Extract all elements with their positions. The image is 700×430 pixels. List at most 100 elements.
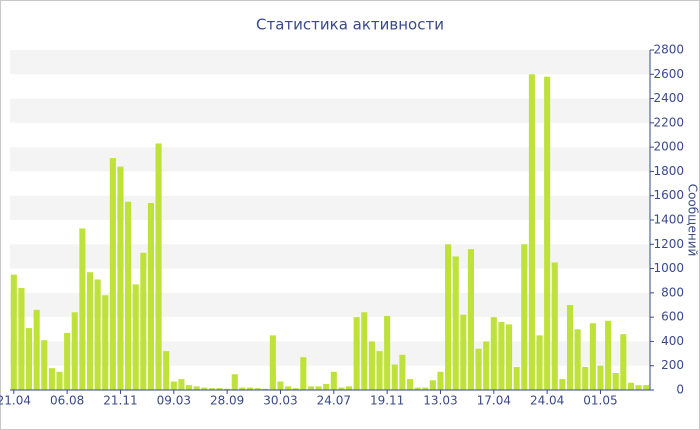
grid-band	[10, 147, 650, 172]
bar	[147, 203, 154, 390]
bar	[452, 256, 459, 390]
bar	[521, 244, 528, 390]
bar	[178, 379, 185, 390]
bar	[170, 381, 177, 390]
bar	[353, 317, 360, 390]
bar	[330, 371, 337, 390]
bar	[71, 312, 78, 390]
bar	[26, 328, 33, 390]
bar	[269, 335, 276, 390]
bar	[605, 320, 612, 390]
bar	[445, 244, 452, 390]
bar	[300, 357, 307, 390]
bar	[643, 385, 650, 390]
y-tick-label: 0	[676, 383, 684, 397]
y-tick-label: 400	[661, 334, 684, 348]
bar	[277, 381, 284, 390]
bar	[467, 249, 474, 390]
bar	[10, 274, 17, 390]
bar	[132, 284, 139, 390]
bar	[239, 387, 246, 390]
y-tick-label: 2000	[653, 140, 684, 154]
bar	[117, 166, 124, 390]
x-tick-label: 21.04	[0, 394, 31, 408]
bar	[216, 388, 223, 390]
bar	[140, 252, 147, 390]
x-tick-label: 17.04	[477, 394, 511, 408]
bar	[231, 374, 238, 390]
y-tick-label: 1800	[653, 164, 684, 178]
y-axis-label: Сообщений	[686, 184, 700, 257]
grid-band	[10, 244, 650, 269]
grid-band	[10, 292, 650, 318]
bar	[414, 387, 421, 390]
bar	[307, 386, 314, 390]
bar	[589, 323, 596, 390]
bar	[422, 387, 429, 390]
bar	[506, 324, 513, 390]
bar	[94, 279, 101, 390]
y-tick-label: 800	[661, 285, 684, 299]
bar	[368, 341, 375, 390]
bar	[559, 379, 566, 390]
bar	[56, 371, 63, 390]
bar	[18, 288, 25, 390]
bar	[635, 385, 642, 390]
bar	[566, 305, 574, 390]
y-tick-label: 1000	[653, 261, 684, 275]
grid-band	[10, 98, 650, 123]
y-tick-label: 1600	[653, 188, 684, 202]
bar	[109, 158, 116, 390]
bar	[406, 379, 414, 390]
bar	[376, 351, 383, 390]
bar	[323, 383, 330, 390]
y-tick-label: 200	[661, 358, 684, 372]
bar	[528, 74, 535, 391]
bar	[292, 388, 299, 390]
y-tick-label: 2800	[653, 43, 684, 57]
bar	[612, 373, 619, 390]
chart-title: Статистика активности	[256, 16, 444, 34]
bar	[315, 386, 322, 390]
y-tick-label: 2400	[653, 91, 684, 105]
y-tick-label: 2600	[653, 67, 684, 81]
bar	[391, 364, 398, 390]
bar	[574, 329, 581, 390]
x-tick-label: 09.03	[157, 394, 191, 408]
y-tick-label: 2200	[653, 115, 684, 129]
bar	[399, 354, 406, 390]
bar	[186, 385, 193, 390]
bar	[460, 314, 467, 390]
bar	[201, 387, 208, 390]
grid-band	[10, 341, 650, 366]
bar	[361, 312, 368, 390]
x-tick-label: 01.05	[583, 394, 617, 408]
grid-band	[10, 50, 650, 75]
bar	[102, 295, 109, 390]
x-tick-label: 21.11	[103, 394, 137, 408]
bar	[536, 335, 543, 390]
bar	[483, 341, 490, 390]
bar	[224, 388, 231, 390]
bar	[437, 371, 444, 390]
bar	[208, 388, 215, 390]
bar	[48, 368, 55, 390]
bar	[262, 388, 269, 390]
bar	[193, 386, 200, 390]
x-tick-label: 06.08	[50, 394, 84, 408]
x-tick-label: 28.09	[210, 394, 244, 408]
bar	[582, 366, 589, 390]
bar	[544, 76, 551, 390]
bar	[551, 262, 558, 390]
bar	[86, 272, 94, 390]
x-tick-label: 30.03	[263, 394, 297, 408]
bar	[429, 380, 436, 390]
bar	[627, 382, 634, 390]
x-tick-label: 13.03	[423, 394, 457, 408]
bar	[346, 386, 353, 390]
bar	[490, 317, 497, 390]
bar	[246, 387, 254, 390]
bar	[498, 322, 505, 390]
